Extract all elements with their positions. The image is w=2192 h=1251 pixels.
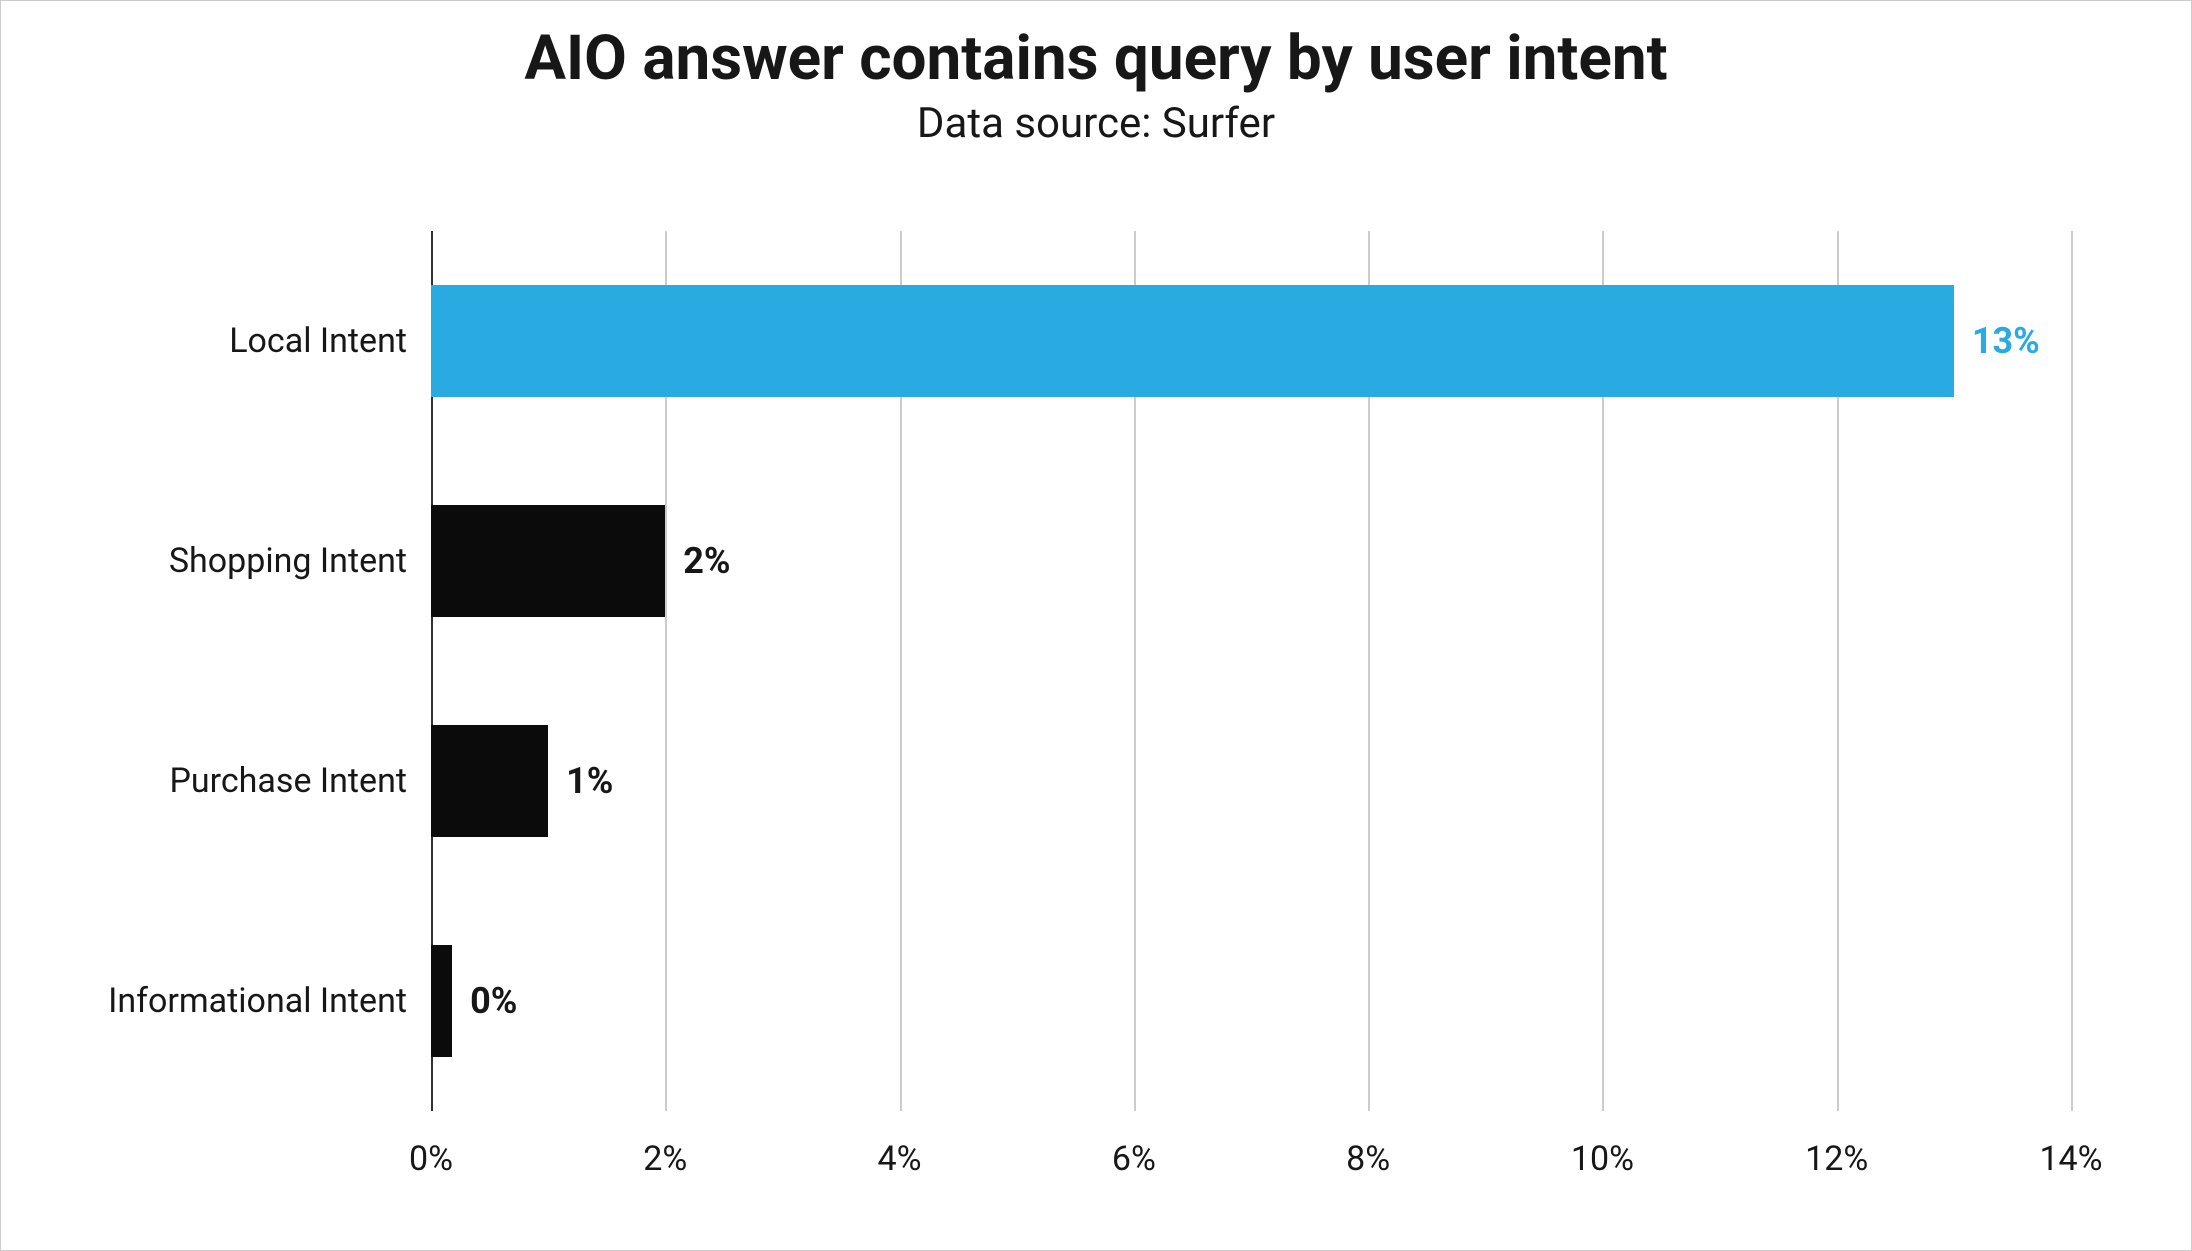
bar	[431, 285, 1954, 397]
y-category-label: Purchase Intent	[169, 761, 407, 801]
y-category-label: Informational Intent	[108, 981, 407, 1021]
x-tick-label: 0%	[409, 1139, 453, 1179]
x-tick-label: 2%	[643, 1139, 687, 1179]
x-tick-label: 8%	[1346, 1139, 1390, 1179]
bar	[431, 725, 548, 837]
x-tick-label: 12%	[1805, 1139, 1868, 1179]
plot-area: 13% 2% 1% 0%	[431, 231, 2071, 1111]
chart-frame: AIO answer contains query by user intent…	[0, 0, 2192, 1251]
bar-row: 0%	[431, 945, 2071, 1057]
bar-value-label: 13%	[1972, 320, 2040, 362]
bar-value-label: 2%	[683, 540, 730, 582]
x-gridline	[2071, 231, 2073, 1111]
title-block: AIO answer contains query by user intent…	[1, 25, 2191, 148]
bar-row: 1%	[431, 725, 2071, 837]
x-tick-label: 14%	[2039, 1139, 2102, 1179]
x-tick-label: 6%	[1112, 1139, 1156, 1179]
bar-row: 2%	[431, 505, 2071, 617]
bar-value-label: 1%	[566, 760, 613, 802]
y-category-label: Local Intent	[229, 321, 407, 361]
x-tick-label: 10%	[1571, 1139, 1634, 1179]
chart-subtitle: Data source: Surfer	[1, 99, 2191, 148]
chart-title: AIO answer contains query by user intent	[1, 25, 2191, 93]
bar	[431, 945, 452, 1057]
bar-row: 13%	[431, 285, 2071, 397]
y-category-label: Shopping Intent	[169, 541, 407, 581]
bar	[431, 505, 665, 617]
bar-value-label: 0%	[470, 980, 517, 1022]
x-tick-label: 4%	[878, 1139, 922, 1179]
